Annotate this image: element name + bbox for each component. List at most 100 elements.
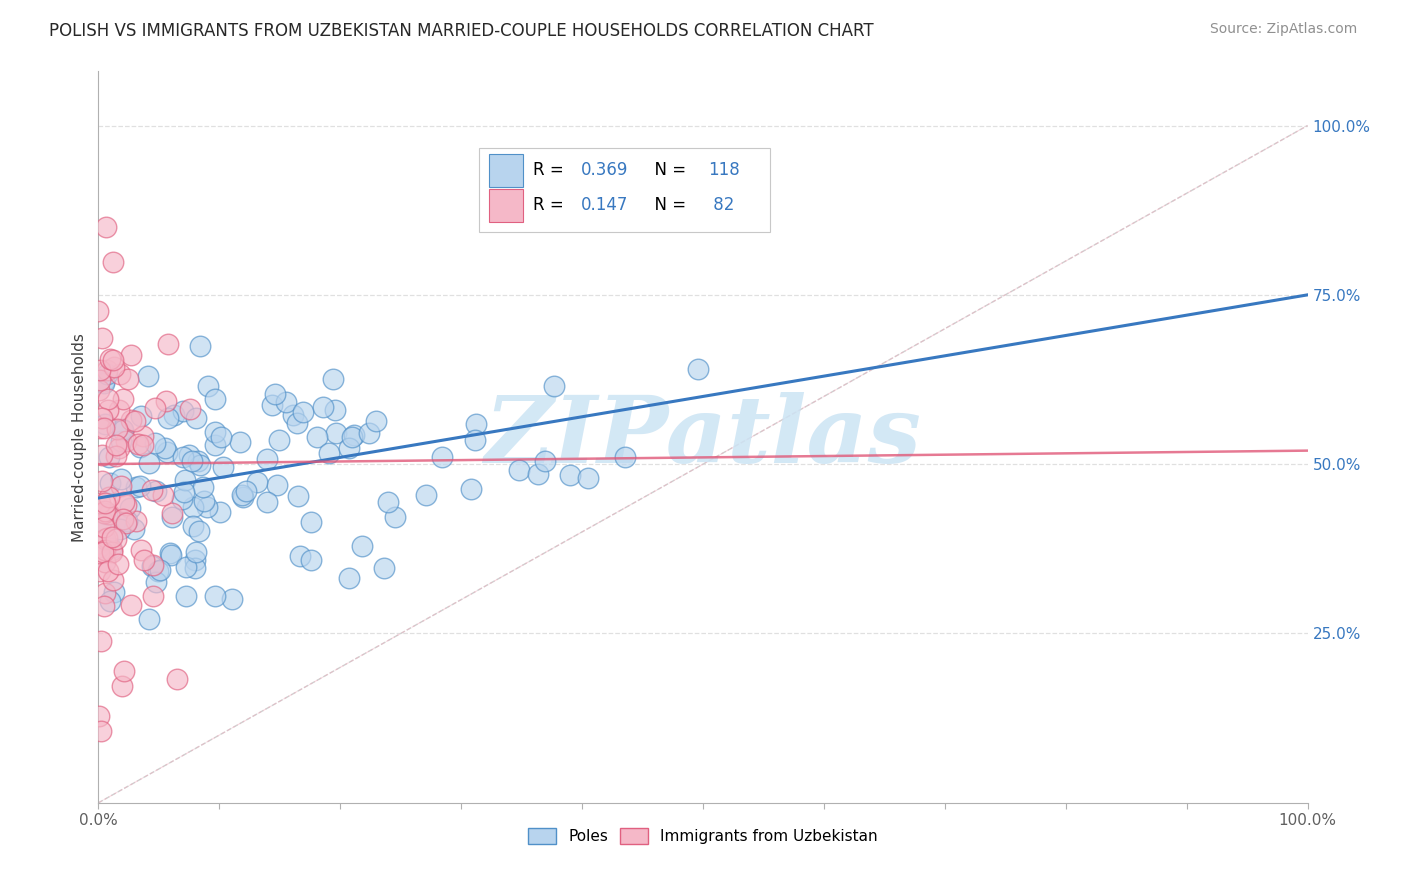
- Point: [89, 496, 111, 510]
- Point: [688, 362, 710, 376]
- Point: [108, 522, 131, 536]
- Y-axis label: Married-couple Households: Married-couple Households: [72, 333, 87, 541]
- Point: [138, 456, 160, 470]
- Point: [104, 450, 127, 464]
- Point: [98, 450, 121, 464]
- Point: [160, 549, 183, 563]
- Point: [117, 371, 139, 385]
- Point: [292, 405, 315, 419]
- Point: [110, 434, 132, 448]
- Point: [118, 500, 141, 515]
- Point: [508, 463, 530, 477]
- Point: [94, 555, 117, 569]
- Text: 0.369: 0.369: [581, 161, 628, 179]
- Point: [90, 410, 112, 425]
- Point: [93, 496, 115, 510]
- Point: [197, 378, 219, 392]
- Point: [163, 408, 186, 422]
- Point: [312, 401, 335, 415]
- Point: [115, 498, 138, 512]
- Point: [364, 414, 387, 428]
- Point: [94, 220, 117, 235]
- Point: [93, 374, 115, 388]
- Point: [256, 451, 278, 466]
- Point: [100, 543, 122, 558]
- Text: 82: 82: [707, 196, 734, 214]
- Point: [96, 367, 118, 381]
- Point: [90, 475, 112, 489]
- Point: [543, 378, 565, 392]
- Point: [93, 519, 115, 533]
- Point: [235, 483, 257, 498]
- Point: [112, 665, 135, 679]
- Point: [100, 541, 122, 556]
- Point: [172, 450, 194, 464]
- Point: [93, 533, 115, 547]
- Point: [184, 560, 207, 574]
- Point: [108, 367, 131, 381]
- Point: [209, 430, 232, 444]
- Point: [145, 574, 167, 589]
- Point: [159, 546, 181, 560]
- Point: [132, 429, 155, 443]
- Point: [299, 553, 322, 567]
- Point: [124, 522, 146, 536]
- Point: [357, 425, 380, 440]
- Point: [212, 459, 235, 474]
- Point: [191, 480, 214, 494]
- Point: [337, 441, 360, 455]
- Point: [460, 482, 482, 496]
- Point: [181, 518, 204, 533]
- Point: [155, 393, 177, 408]
- Point: [188, 339, 211, 353]
- Point: [128, 478, 150, 492]
- Point: [129, 542, 152, 557]
- Point: [93, 420, 115, 434]
- Point: [90, 634, 112, 648]
- Point: [186, 411, 208, 425]
- Point: [97, 490, 120, 504]
- Point: [160, 507, 183, 521]
- Point: [125, 514, 148, 528]
- Point: [89, 384, 111, 398]
- Point: [373, 560, 395, 574]
- Point: [94, 585, 117, 599]
- Point: [120, 348, 142, 362]
- Point: [337, 571, 360, 585]
- Point: [100, 545, 122, 559]
- Point: [143, 401, 166, 415]
- Point: [614, 450, 637, 464]
- Point: [96, 507, 118, 521]
- Point: [281, 409, 304, 423]
- Point: [93, 515, 115, 529]
- Point: [184, 552, 207, 566]
- Point: [120, 413, 142, 427]
- Point: [285, 416, 308, 430]
- Point: [89, 363, 111, 377]
- Point: [465, 417, 488, 431]
- Point: [98, 351, 121, 366]
- Text: 0.147: 0.147: [581, 196, 628, 214]
- Point: [204, 425, 226, 439]
- Point: [93, 506, 115, 520]
- Point: [138, 612, 160, 626]
- FancyBboxPatch shape: [489, 153, 523, 186]
- Point: [464, 434, 486, 448]
- Text: ZIPatlas: ZIPatlas: [485, 392, 921, 482]
- Point: [256, 495, 278, 509]
- Point: [181, 500, 204, 515]
- Point: [105, 422, 128, 436]
- Point: [93, 542, 115, 557]
- Point: [129, 409, 152, 424]
- Point: [125, 480, 148, 494]
- Point: [146, 565, 169, 579]
- Point: [112, 495, 135, 509]
- Point: [262, 398, 284, 412]
- Point: [97, 402, 120, 417]
- Point: [208, 505, 231, 519]
- Point: [152, 488, 174, 502]
- Point: [124, 414, 146, 428]
- Point: [103, 360, 125, 375]
- Point: [204, 392, 226, 406]
- Point: [534, 454, 557, 468]
